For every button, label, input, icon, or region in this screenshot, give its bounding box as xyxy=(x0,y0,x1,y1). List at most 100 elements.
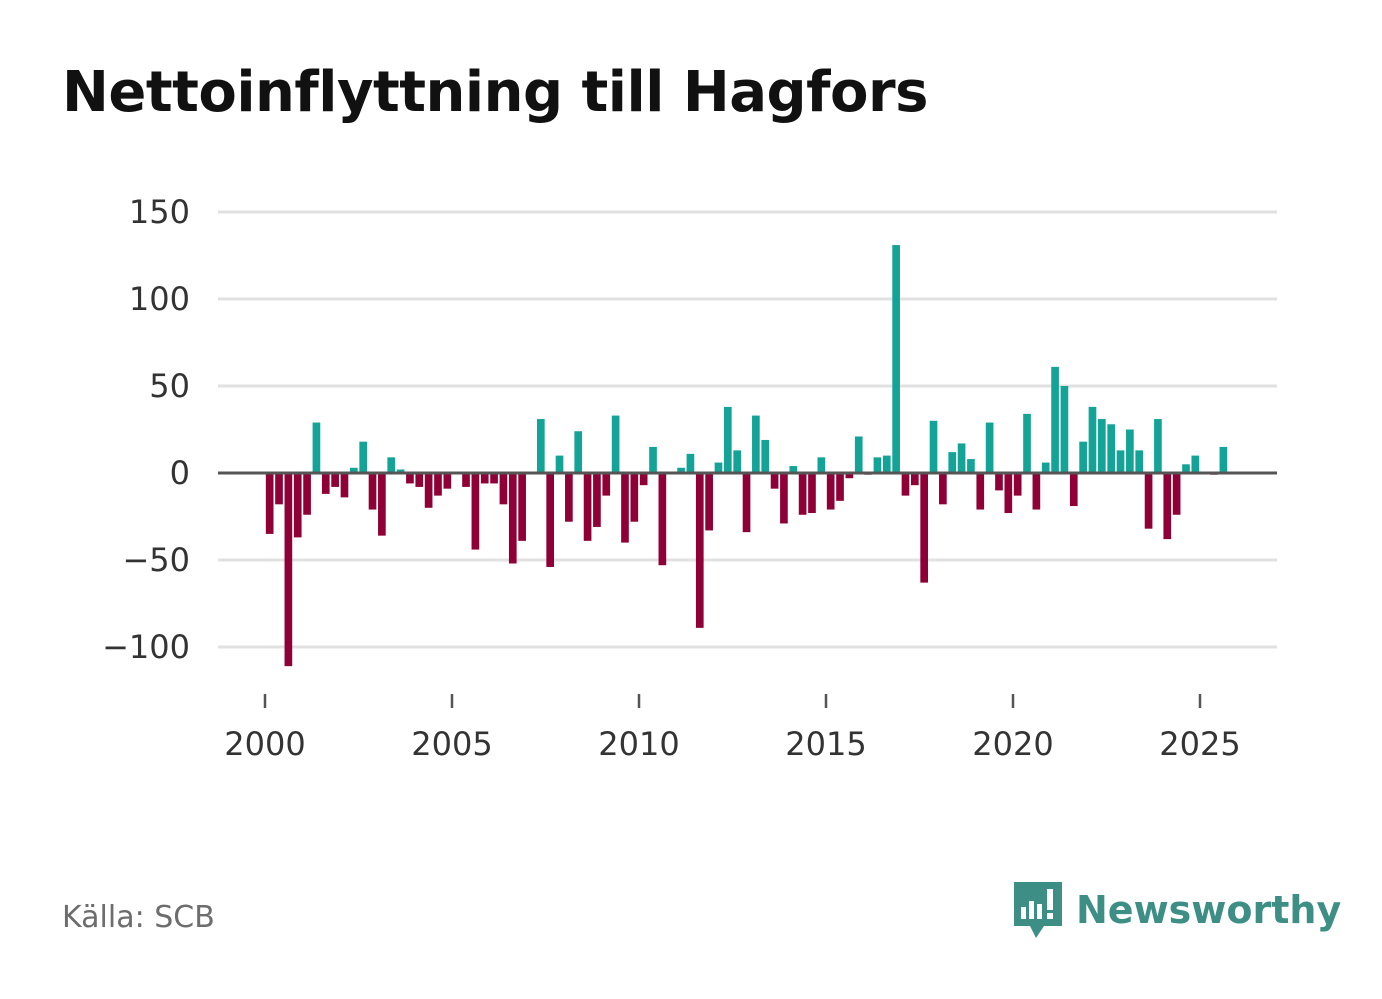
bar xyxy=(396,469,405,473)
bar xyxy=(518,473,526,541)
bar xyxy=(901,473,910,496)
bar xyxy=(948,452,957,473)
bar xyxy=(854,436,863,473)
bar xyxy=(1088,406,1097,473)
bar xyxy=(508,473,517,564)
bar xyxy=(995,473,1003,491)
bar xyxy=(882,455,891,473)
bar xyxy=(1060,386,1069,473)
bar xyxy=(275,473,283,505)
bar xyxy=(1144,473,1153,529)
bar xyxy=(929,420,938,473)
bar xyxy=(265,473,274,534)
bar xyxy=(415,473,424,487)
bar xyxy=(1069,473,1078,507)
chart-title: Nettoinflyttning till Hagfors xyxy=(62,60,928,125)
bar xyxy=(695,473,704,628)
y-tick-label: 50 xyxy=(149,367,190,405)
bar xyxy=(836,473,844,501)
bar xyxy=(284,473,293,667)
bar xyxy=(368,473,377,510)
bar xyxy=(331,473,339,487)
bar xyxy=(1013,473,1022,496)
bar xyxy=(574,431,583,473)
bar xyxy=(490,473,498,484)
bar xyxy=(424,473,433,508)
x-axis: 2000 2005 2010 2015 2020 2025 xyxy=(224,694,1241,763)
bar xyxy=(1004,473,1013,514)
bar xyxy=(1079,441,1087,473)
bar xyxy=(639,473,648,486)
bar xyxy=(892,245,900,473)
bar xyxy=(733,450,742,473)
bar xyxy=(1051,366,1059,473)
bar xyxy=(761,439,770,473)
bar xyxy=(312,422,321,473)
bar-chart: 150 100 50 0 −50 −100 2000 2005 2010 2015 2020 202… xyxy=(102,193,1277,763)
x-tick-label: 2005 xyxy=(411,725,492,763)
bar xyxy=(808,473,816,514)
source-note: Källa: SCB xyxy=(62,900,215,935)
bar xyxy=(480,473,489,484)
bar xyxy=(1116,450,1125,473)
bar xyxy=(957,443,966,473)
bar xyxy=(434,473,442,496)
y-tick-label: −50 xyxy=(122,541,190,579)
bar xyxy=(780,473,788,524)
bar xyxy=(611,415,620,473)
bar xyxy=(1219,446,1228,473)
bar xyxy=(826,473,835,510)
bar xyxy=(798,473,807,515)
bar xyxy=(321,473,330,494)
bar xyxy=(293,473,302,538)
bar xyxy=(742,473,751,533)
bar xyxy=(817,457,826,473)
bar xyxy=(471,473,480,550)
x-tick-label: 2020 xyxy=(972,725,1053,763)
bar xyxy=(1172,473,1181,515)
bar xyxy=(387,457,396,473)
x-tick-label: 2015 xyxy=(785,725,866,763)
bar xyxy=(303,473,311,515)
bar xyxy=(1154,419,1162,473)
bar xyxy=(686,453,695,473)
bar xyxy=(1182,464,1190,473)
bar xyxy=(1097,419,1106,473)
bar xyxy=(920,473,929,583)
bar xyxy=(583,473,592,541)
bar xyxy=(976,473,985,510)
y-tick-label: 0 xyxy=(170,454,190,492)
bar xyxy=(378,473,386,536)
bar xyxy=(752,415,760,473)
bar xyxy=(443,473,452,489)
bar xyxy=(593,473,601,527)
bar xyxy=(705,473,713,531)
bar xyxy=(462,473,470,487)
bar-chart-speech-icon xyxy=(1014,882,1062,938)
bar xyxy=(677,467,685,473)
newsworthy-logo[interactable]: Newsworthy xyxy=(1012,880,1341,940)
y-tick-label: −100 xyxy=(102,628,190,666)
bar xyxy=(406,473,414,484)
bar xyxy=(499,473,508,505)
bar xyxy=(967,459,975,473)
bar xyxy=(714,462,723,473)
bar xyxy=(340,473,349,498)
bar xyxy=(873,457,882,473)
bar xyxy=(1191,455,1200,473)
bar xyxy=(910,473,919,486)
x-tick-label: 2010 xyxy=(598,725,679,763)
bar xyxy=(770,473,779,489)
bar xyxy=(723,406,732,473)
y-tick-label: 100 xyxy=(129,280,190,318)
bar xyxy=(359,441,368,473)
bars xyxy=(265,245,1228,667)
bar xyxy=(845,473,854,479)
brand-name: Newsworthy xyxy=(1076,888,1342,932)
bar xyxy=(1041,462,1050,473)
x-tick-label: 2000 xyxy=(224,725,305,763)
y-tick-label: 150 xyxy=(129,193,190,231)
bar xyxy=(555,455,564,473)
bar xyxy=(1107,424,1116,473)
bar xyxy=(658,473,667,566)
